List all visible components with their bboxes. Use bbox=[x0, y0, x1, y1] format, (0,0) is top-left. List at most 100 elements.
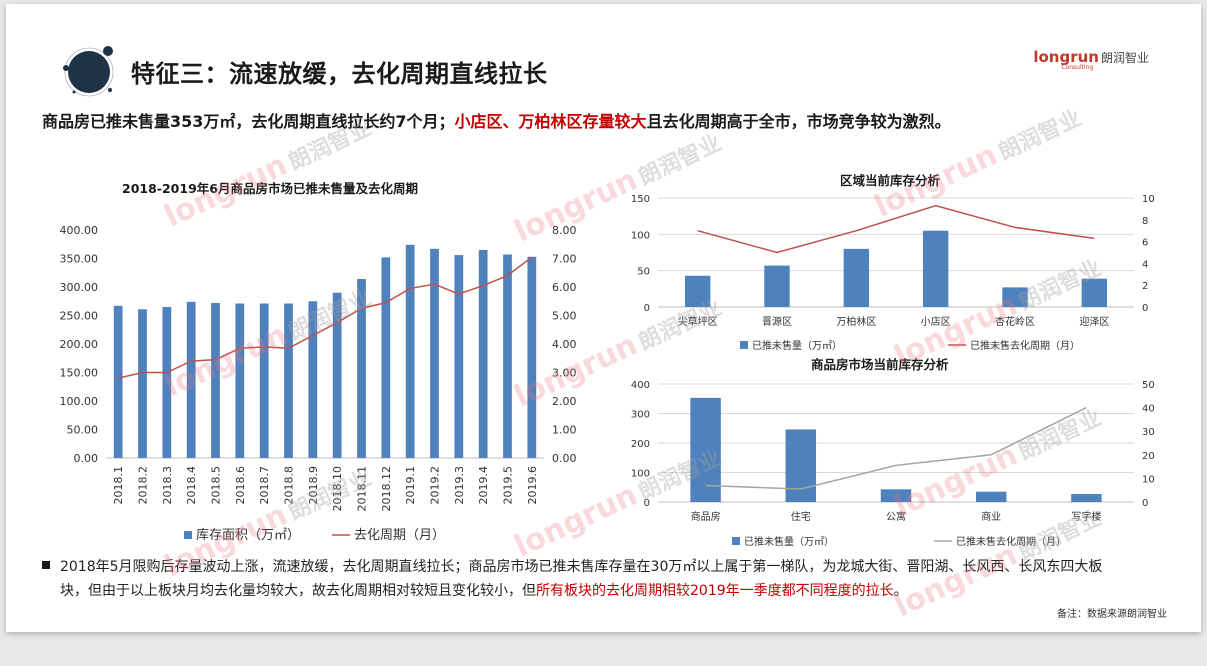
x-tick-label: 万柏林区 bbox=[836, 315, 876, 328]
y-tick-left: 300.00 bbox=[60, 281, 99, 294]
y-tick-left: 0 bbox=[644, 303, 650, 314]
bar bbox=[1002, 287, 1028, 307]
logo-text-en: longrun bbox=[1033, 48, 1099, 66]
x-tick-label: 杏花岭区 bbox=[995, 315, 1035, 328]
bar bbox=[880, 489, 912, 502]
bar bbox=[764, 265, 790, 307]
x-tick-label: 公寓 bbox=[886, 510, 906, 523]
bullet-line2b: 。 bbox=[893, 583, 908, 599]
legend-swatch-bar bbox=[732, 537, 740, 545]
legend-label-line: 已推未售去化周期（月） bbox=[956, 535, 1066, 548]
decorative-circles-icon bbox=[63, 46, 114, 97]
x-tick-label: 2019.4 bbox=[477, 466, 490, 505]
y-tick-left: 150.00 bbox=[60, 367, 99, 380]
bar bbox=[454, 255, 464, 458]
x-tick-label: 2018.12 bbox=[380, 466, 393, 512]
y-tick-right: 8.00 bbox=[552, 224, 577, 237]
y-tick-left: 50.00 bbox=[67, 424, 99, 437]
y-tick-right: 10 bbox=[1142, 474, 1155, 485]
bar bbox=[843, 248, 870, 307]
page-title: 特征三：流速放缓，去化周期直线拉长 bbox=[131, 60, 548, 88]
y-tick-left: 0.00 bbox=[74, 452, 99, 465]
bullet-highlight: 所有板块的去化周期相较2019年一季度都不同程度的拉长 bbox=[536, 583, 894, 599]
series-line bbox=[705, 406, 1087, 490]
y-tick-right: 0 bbox=[1142, 498, 1148, 509]
x-tick-label: 2019.3 bbox=[453, 466, 466, 505]
x-tick-label: 写字楼 bbox=[1071, 510, 1101, 523]
x-tick-label: 2019.5 bbox=[502, 466, 515, 505]
summary-part1: 商品房已推未售量353万㎡，去化周期直线拉长约7个月； bbox=[42, 112, 455, 131]
legend-label-line: 去化周期（月） bbox=[354, 528, 445, 543]
x-tick-label: 2018.5 bbox=[210, 466, 223, 505]
bar bbox=[186, 301, 196, 458]
y-tick-right: 1.00 bbox=[552, 424, 577, 437]
bar bbox=[690, 397, 721, 502]
x-tick-label: 2019.2 bbox=[429, 466, 442, 505]
bar bbox=[284, 303, 293, 458]
bar bbox=[235, 303, 245, 458]
x-tick-label: 2019.1 bbox=[404, 466, 417, 505]
y-tick-right: 8 bbox=[1142, 216, 1148, 227]
x-tick-label: 2018.8 bbox=[283, 466, 296, 505]
y-tick-left: 0 bbox=[644, 498, 650, 509]
x-tick-label: 2019.6 bbox=[526, 466, 539, 505]
y-tick-left: 400.00 bbox=[60, 224, 99, 237]
y-tick-right: 10 bbox=[1142, 194, 1155, 205]
y-tick-left: 200 bbox=[631, 439, 650, 450]
y-tick-right: 4.00 bbox=[552, 338, 577, 351]
x-tick-label: 2018.6 bbox=[234, 466, 247, 505]
logo-text-cn: 朗润智业 bbox=[1100, 51, 1149, 65]
y-tick-right: 20 bbox=[1142, 451, 1155, 462]
x-tick-label: 2018.3 bbox=[161, 466, 174, 505]
y-tick-right: 0.00 bbox=[552, 452, 577, 465]
y-tick-left: 50 bbox=[637, 267, 650, 278]
y-tick-left: 100 bbox=[631, 469, 650, 480]
y-tick-right: 40 bbox=[1142, 404, 1155, 415]
bar bbox=[684, 275, 711, 307]
y-tick-right: 6.00 bbox=[552, 281, 577, 294]
x-tick-label: 2018.10 bbox=[331, 466, 344, 512]
brand-logo: longrun 朗润智业 Consulting bbox=[1033, 48, 1149, 71]
chart-monthly-inventory: 0.00 50.00 100.00 150.00 200.00 250.00 300.00 3… bbox=[60, 224, 577, 543]
bar bbox=[113, 305, 123, 458]
summary-headline: 商品房已推未售量353万㎡，去化周期直线拉长约7个月；小店区、万柏林区存量较大且… bbox=[42, 108, 951, 132]
y-tick-right: 7.00 bbox=[552, 253, 577, 266]
bar bbox=[211, 302, 220, 458]
bar bbox=[1071, 494, 1102, 502]
x-tick-label: 住宅 bbox=[791, 510, 811, 523]
chart2-title: 区域当前库存分析 bbox=[840, 173, 941, 188]
y-tick-left: 250.00 bbox=[60, 310, 99, 323]
chart3-title: 商品房市场当前库存分析 bbox=[811, 357, 949, 372]
y-tick-left: 200.00 bbox=[60, 338, 99, 351]
bar bbox=[785, 429, 817, 502]
legend-swatch-bar bbox=[184, 531, 192, 539]
bar bbox=[922, 230, 949, 307]
x-tick-label: 2018.1 bbox=[112, 466, 125, 505]
y-tick-right: 4 bbox=[1142, 259, 1148, 270]
y-tick-right: 0 bbox=[1142, 303, 1148, 314]
x-tick-label: 晋源区 bbox=[762, 315, 792, 328]
slide: 特征三：流速放缓，去化周期直线拉长 longrun 朗润智业 Consultin… bbox=[6, 4, 1201, 632]
y-tick-left: 100.00 bbox=[60, 395, 99, 408]
x-tick-label: 2018.9 bbox=[307, 466, 320, 505]
bar bbox=[975, 491, 1007, 502]
y-tick-right: 6 bbox=[1142, 238, 1148, 249]
legend-label-line: 已推未售去化周期（月） bbox=[970, 339, 1080, 352]
x-tick-label: 2018.4 bbox=[185, 466, 198, 505]
x-tick-label: 迎泽区 bbox=[1079, 316, 1109, 328]
series-line bbox=[697, 204, 1095, 254]
chart1-title: 2018-2019年6月商品房市场已推未售量及去化周期 bbox=[122, 181, 418, 196]
x-tick-label: 商业 bbox=[981, 510, 1001, 523]
chart-district-inventory: 0 50 100 150 0 2 4 6 8 10 尖草坪区 晋源区 万柏林区 小店区 杏花岭区 迎泽区已推未… bbox=[631, 194, 1155, 352]
legend-label-bar: 已推未售量（万㎡） bbox=[744, 535, 834, 548]
bar bbox=[527, 256, 537, 458]
summary-highlight: 小店区、万柏林区存量较大 bbox=[454, 112, 647, 131]
x-tick-label: 小店区 bbox=[921, 315, 951, 328]
x-tick-label: 商品房 bbox=[691, 510, 721, 523]
x-tick-label: 2018.2 bbox=[137, 466, 150, 505]
y-tick-right: 30 bbox=[1142, 427, 1155, 438]
chart-property-type-inventory: 0 100 200 300 400 0 10 20 30 40 50 商品房 住宅 公寓 商业 写字楼已推未售… bbox=[631, 380, 1155, 548]
y-tick-right: 3.00 bbox=[552, 367, 577, 380]
analysis-bullet: 2018年5月限购后存量波动上涨，流速放缓，去化周期直线拉长；商品房市场已推未售… bbox=[42, 555, 1152, 603]
logo-text-sub: Consulting bbox=[1061, 64, 1094, 71]
